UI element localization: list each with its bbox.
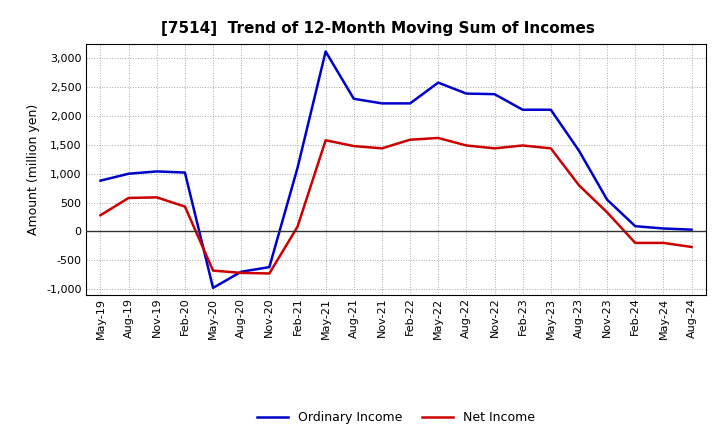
Ordinary Income — [518, 107, 527, 112]
Net Income — [153, 195, 161, 200]
Net Income — [377, 146, 386, 151]
Net Income — [687, 244, 696, 249]
Ordinary Income — [349, 96, 358, 101]
Ordinary Income — [209, 285, 217, 290]
Net Income — [631, 240, 639, 246]
Net Income — [293, 224, 302, 229]
Ordinary Income — [462, 91, 471, 96]
Line: Net Income: Net Income — [101, 138, 691, 274]
Net Income — [546, 146, 555, 151]
Ordinary Income — [434, 80, 443, 85]
Ordinary Income — [153, 169, 161, 174]
Ordinary Income — [125, 171, 133, 176]
Net Income — [603, 210, 611, 215]
Net Income — [96, 213, 105, 218]
Net Income — [125, 195, 133, 201]
Ordinary Income — [237, 269, 246, 275]
Ordinary Income — [659, 226, 667, 231]
Ordinary Income — [631, 224, 639, 229]
Net Income — [462, 143, 471, 148]
Ordinary Income — [293, 165, 302, 171]
Text: [7514]  Trend of 12-Month Moving Sum of Incomes: [7514] Trend of 12-Month Moving Sum of I… — [161, 21, 595, 36]
Net Income — [490, 146, 499, 151]
Ordinary Income — [181, 170, 189, 175]
Ordinary Income — [406, 101, 415, 106]
Net Income — [321, 138, 330, 143]
Ordinary Income — [321, 49, 330, 54]
Net Income — [659, 240, 667, 246]
Net Income — [265, 271, 274, 276]
Y-axis label: Amount (million yen): Amount (million yen) — [27, 104, 40, 235]
Line: Ordinary Income: Ordinary Income — [101, 51, 691, 288]
Ordinary Income — [265, 264, 274, 270]
Net Income — [518, 143, 527, 148]
Net Income — [181, 204, 189, 209]
Ordinary Income — [96, 178, 105, 183]
Legend: Ordinary Income, Net Income: Ordinary Income, Net Income — [252, 407, 540, 429]
Net Income — [406, 137, 415, 143]
Ordinary Income — [490, 92, 499, 97]
Net Income — [575, 183, 583, 188]
Ordinary Income — [575, 148, 583, 153]
Net Income — [349, 143, 358, 149]
Ordinary Income — [546, 107, 555, 112]
Ordinary Income — [687, 227, 696, 232]
Net Income — [209, 268, 217, 273]
Net Income — [434, 136, 443, 141]
Ordinary Income — [377, 101, 386, 106]
Net Income — [237, 270, 246, 275]
Ordinary Income — [603, 197, 611, 202]
